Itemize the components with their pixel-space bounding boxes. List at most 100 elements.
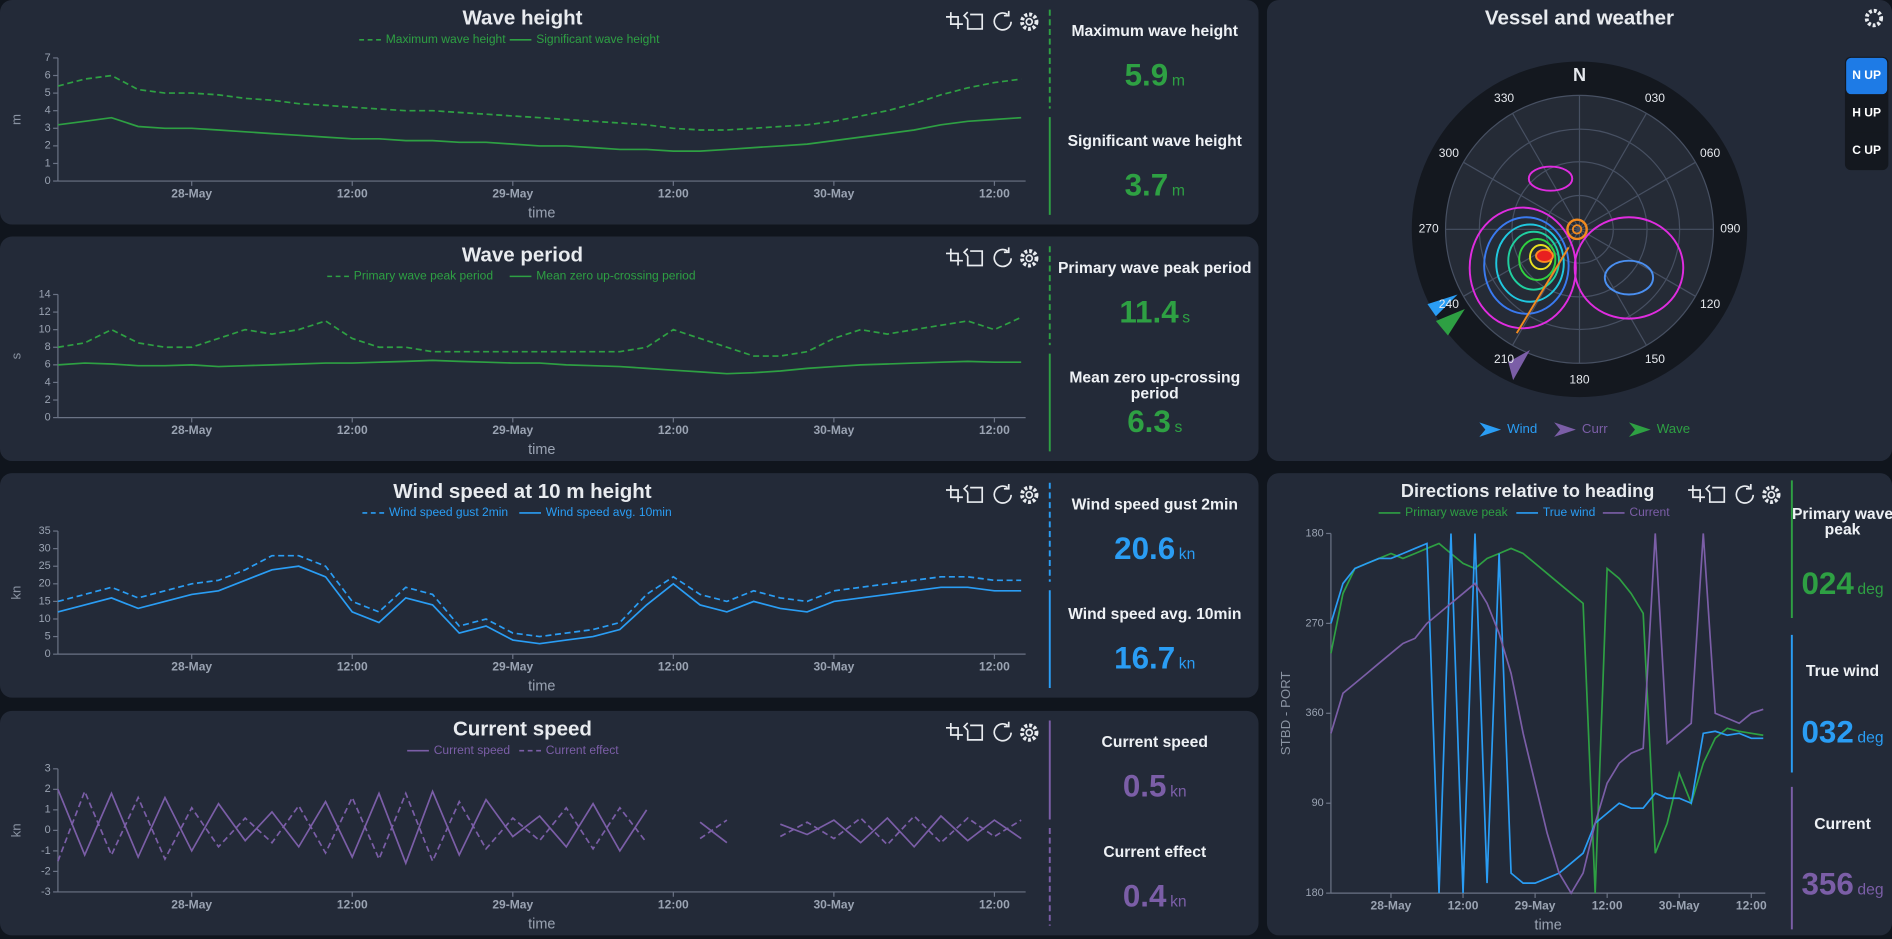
reset-button[interactable] bbox=[1704, 484, 1726, 503]
refresh-button[interactable] bbox=[993, 721, 1013, 742]
y-tick-label: 180 bbox=[1306, 527, 1324, 539]
compass-label: 090 bbox=[1720, 222, 1740, 236]
settings-button[interactable] bbox=[1025, 490, 1034, 499]
compass-label: 120 bbox=[1700, 297, 1720, 311]
readout: 0.4 kn bbox=[1052, 875, 1257, 916]
chart-title: Vessel and weather bbox=[1485, 7, 1674, 30]
settings-button[interactable] bbox=[1864, 8, 1884, 28]
readout-value-box: 3.7 m bbox=[1124, 166, 1185, 203]
readout: 356 deg bbox=[1792, 863, 1892, 904]
settings-button[interactable] bbox=[1762, 485, 1781, 505]
refresh-button[interactable] bbox=[993, 10, 1013, 31]
x-tick-label: 28-May bbox=[171, 187, 212, 201]
refresh-button[interactable] bbox=[993, 483, 1013, 504]
wind-arrow bbox=[1427, 294, 1458, 317]
toolbar bbox=[946, 247, 1039, 268]
x-tick-label: 12:00 bbox=[337, 423, 368, 437]
compass-label: 030 bbox=[1645, 91, 1665, 105]
settings-button[interactable] bbox=[1020, 12, 1039, 31]
series-line bbox=[57, 116, 1022, 152]
readout-value: 3.7 bbox=[1124, 166, 1169, 203]
readout-label-box: Significant wave height bbox=[1068, 133, 1242, 149]
compass-label: N bbox=[1573, 65, 1586, 85]
readout-label: Wind speed gust 2min bbox=[1071, 496, 1238, 513]
orientation-button-label: C UP bbox=[1852, 143, 1881, 157]
readout-unit: m bbox=[1171, 181, 1185, 200]
orientation-button-label: H UP bbox=[1852, 106, 1881, 120]
x-tick-label: 30-May bbox=[813, 187, 854, 201]
orientation-button[interactable] bbox=[1846, 132, 1888, 169]
series-line bbox=[57, 565, 1022, 645]
y-tick-label: 8 bbox=[45, 341, 51, 353]
chart-title: Current speed bbox=[453, 718, 592, 741]
x-tick-label: 29-May bbox=[1515, 899, 1556, 913]
x-tick-label: 28-May bbox=[1371, 899, 1412, 913]
legend-label: Significant wave height bbox=[536, 32, 660, 46]
heading-line bbox=[1515, 246, 1570, 334]
toolbar bbox=[946, 721, 1039, 742]
legend-label: Wind speed avg. 10min bbox=[546, 505, 672, 519]
readout-label-box: Current speed bbox=[1102, 734, 1208, 750]
zoom-button[interactable] bbox=[946, 722, 963, 740]
y-tick-label: 30 bbox=[39, 543, 51, 555]
legend-label: Current effect bbox=[546, 743, 619, 757]
legend-label: Mean zero up-crossing period bbox=[536, 269, 695, 283]
x-tick-label: 29-May bbox=[492, 897, 533, 911]
series-line bbox=[57, 789, 1022, 864]
reset-button[interactable] bbox=[962, 722, 984, 741]
polar-grid bbox=[1444, 94, 1715, 364]
readout-unit: s bbox=[1174, 417, 1183, 436]
settings-button[interactable] bbox=[1020, 249, 1039, 268]
zoom-button[interactable] bbox=[1688, 485, 1705, 503]
x-tick-label: 28-May bbox=[171, 660, 212, 674]
zoom-button[interactable] bbox=[946, 12, 963, 29]
panel bbox=[1266, 473, 1892, 936]
readout-value-box: 5.9 m bbox=[1052, 54, 1257, 95]
readout-label: Current effect bbox=[1103, 843, 1207, 861]
y-axis-label: kn bbox=[8, 823, 23, 837]
y-tick-label: 10 bbox=[39, 324, 51, 336]
refresh-button[interactable] bbox=[993, 247, 1013, 268]
orientation-button[interactable] bbox=[1846, 95, 1888, 132]
legend-label: Current speed bbox=[434, 743, 510, 757]
x-axis-label: time bbox=[528, 442, 555, 458]
x-tick-label: 29-May bbox=[492, 187, 533, 201]
settings-button[interactable] bbox=[1020, 485, 1039, 505]
settings-button[interactable] bbox=[1020, 723, 1039, 742]
settings-button[interactable] bbox=[1025, 17, 1034, 26]
legend-icon bbox=[1628, 422, 1651, 437]
reset-button[interactable] bbox=[962, 484, 984, 503]
settings-button[interactable] bbox=[1767, 490, 1776, 499]
zoom-button[interactable] bbox=[946, 248, 963, 266]
readout-value: 356 bbox=[1801, 865, 1854, 902]
orientation-button[interactable] bbox=[1846, 57, 1888, 95]
readout-label-box: Current bbox=[1814, 816, 1871, 832]
y-tick-label: 1 bbox=[45, 157, 51, 169]
y-tick-label: -2 bbox=[41, 865, 51, 877]
y-tick-label: 360 bbox=[1306, 707, 1324, 719]
readout-unit: kn bbox=[1170, 891, 1187, 911]
readout: 5.9 m bbox=[1052, 54, 1257, 95]
y-axis-label: s bbox=[8, 352, 23, 359]
x-tick-label: 12:00 bbox=[979, 660, 1010, 674]
reset-button[interactable] bbox=[962, 248, 984, 267]
y-tick-label: 0 bbox=[45, 648, 51, 660]
x-tick-label: 12:00 bbox=[337, 897, 368, 911]
x-tick-label: 29-May bbox=[492, 660, 533, 674]
refresh-button[interactable] bbox=[1735, 483, 1755, 504]
readout-unit: deg bbox=[1857, 879, 1884, 898]
y-tick-label: 3 bbox=[45, 122, 51, 134]
chart-title: Wave period bbox=[462, 243, 583, 266]
wave-spectrum-contours bbox=[1468, 165, 1685, 330]
y-tick-label: 6 bbox=[45, 359, 51, 371]
y-tick-label: 3 bbox=[45, 763, 51, 775]
settings-button[interactable] bbox=[1025, 728, 1034, 737]
y-tick-label: 14 bbox=[39, 288, 51, 300]
series-line bbox=[1330, 533, 1764, 895]
reset-button[interactable] bbox=[962, 11, 984, 30]
settings-button[interactable] bbox=[1025, 254, 1034, 263]
series-line bbox=[57, 554, 1022, 638]
readout-value-box: 6.3 s bbox=[1127, 403, 1183, 439]
y-tick-label: -1 bbox=[41, 845, 51, 857]
zoom-button[interactable] bbox=[946, 485, 963, 503]
